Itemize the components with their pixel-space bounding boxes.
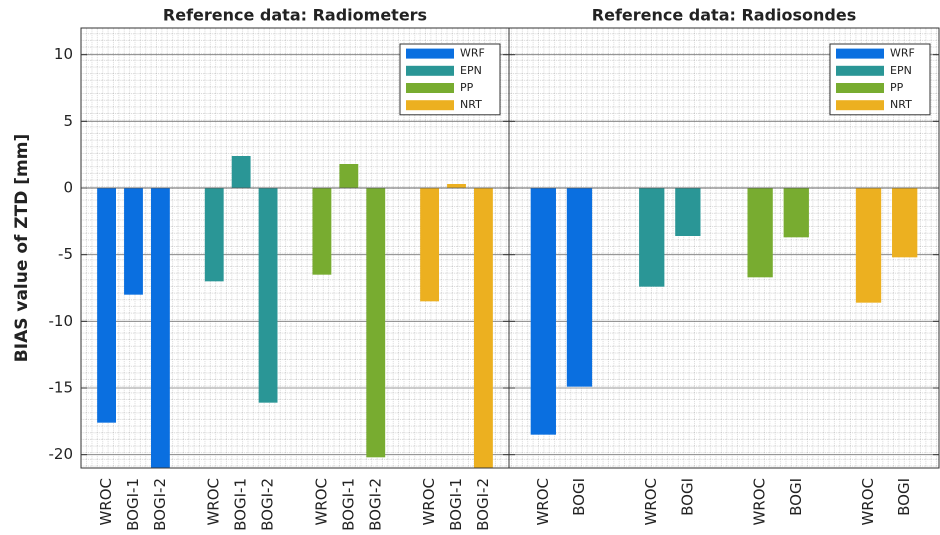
- bar: [892, 188, 918, 258]
- bar: [312, 188, 332, 275]
- bar: [855, 188, 882, 303]
- bars: [97, 156, 493, 468]
- x-tick-label: BOGI-2: [259, 478, 277, 531]
- bar: [783, 188, 809, 238]
- legend-label: PP: [890, 81, 904, 94]
- bar: [639, 188, 665, 287]
- plot-frame: [508, 27, 940, 469]
- bar: [97, 188, 116, 423]
- x-tick-label: WROC: [642, 478, 660, 526]
- bar: [124, 188, 143, 295]
- x-tick-label: BOGI: [787, 478, 805, 516]
- bar: [675, 188, 701, 236]
- x-tick-label: BOGI-1: [232, 478, 250, 531]
- legend-label: PP: [460, 81, 474, 94]
- bar: [150, 188, 170, 468]
- y-tick-label: -10: [49, 312, 74, 330]
- legend-swatch: [406, 83, 454, 93]
- x-tick-label: BOGI-2: [474, 478, 492, 531]
- y-tick-label: -5: [58, 245, 73, 263]
- bar: [566, 188, 593, 387]
- x-tick-label: WROC: [312, 478, 330, 526]
- y-tick-label: 0: [63, 179, 73, 197]
- y-tick-label: 10: [54, 45, 73, 63]
- legend-label: WRF: [890, 47, 915, 60]
- x-tick-label: WROC: [205, 478, 223, 526]
- chart-title: Reference data: Radiometers: [163, 6, 427, 25]
- x-tick-label: WROC: [859, 478, 877, 526]
- legend-swatch: [406, 65, 454, 76]
- bar: [447, 184, 466, 188]
- x-tick-label: BOGI-2: [151, 478, 169, 531]
- bar: [339, 164, 359, 188]
- x-tick-label: BOGI-1: [124, 478, 142, 531]
- bar: [231, 156, 251, 188]
- bar: [204, 188, 224, 282]
- y-tick-label: -20: [49, 445, 74, 463]
- legend-label: NRT: [890, 98, 912, 111]
- legend-label: EPN: [890, 64, 912, 77]
- bar: [258, 188, 278, 403]
- bar: [366, 188, 386, 458]
- y-axis-label: BIAS value of ZTD [mm]: [12, 134, 32, 362]
- bar: [530, 188, 556, 435]
- y-tick-label: 5: [63, 112, 73, 130]
- x-tick-label: BOGI: [570, 478, 588, 516]
- x-tick-label: BOGI-1: [339, 478, 357, 531]
- x-tick-label: WROC: [751, 478, 769, 526]
- legend-swatch: [836, 48, 884, 59]
- legend-label: WRF: [460, 47, 485, 60]
- x-tick-label: BOGI-1: [447, 478, 465, 531]
- bar: [420, 188, 440, 302]
- x-tick-label: BOGI-2: [366, 478, 384, 531]
- x-tick-label: WROC: [534, 478, 552, 526]
- x-tick-label: WROC: [97, 478, 115, 526]
- x-tick-label: BOGI: [895, 478, 913, 516]
- legend-swatch: [406, 48, 454, 59]
- chart-title: Reference data: Radiosondes: [592, 6, 856, 25]
- legend-swatch: [836, 100, 884, 111]
- bar: [474, 188, 493, 468]
- legend-label: NRT: [460, 98, 482, 111]
- legend-swatch: [836, 65, 884, 76]
- legend-label: EPN: [460, 64, 482, 77]
- y-tick-label: -15: [49, 379, 74, 397]
- legend-swatch: [406, 100, 454, 111]
- bar: [747, 188, 773, 278]
- minor-grid: [81, 28, 939, 468]
- x-tick-label: BOGI: [678, 478, 696, 516]
- bars: [530, 188, 918, 435]
- legend-swatch: [836, 83, 884, 93]
- x-tick-label: WROC: [420, 478, 438, 526]
